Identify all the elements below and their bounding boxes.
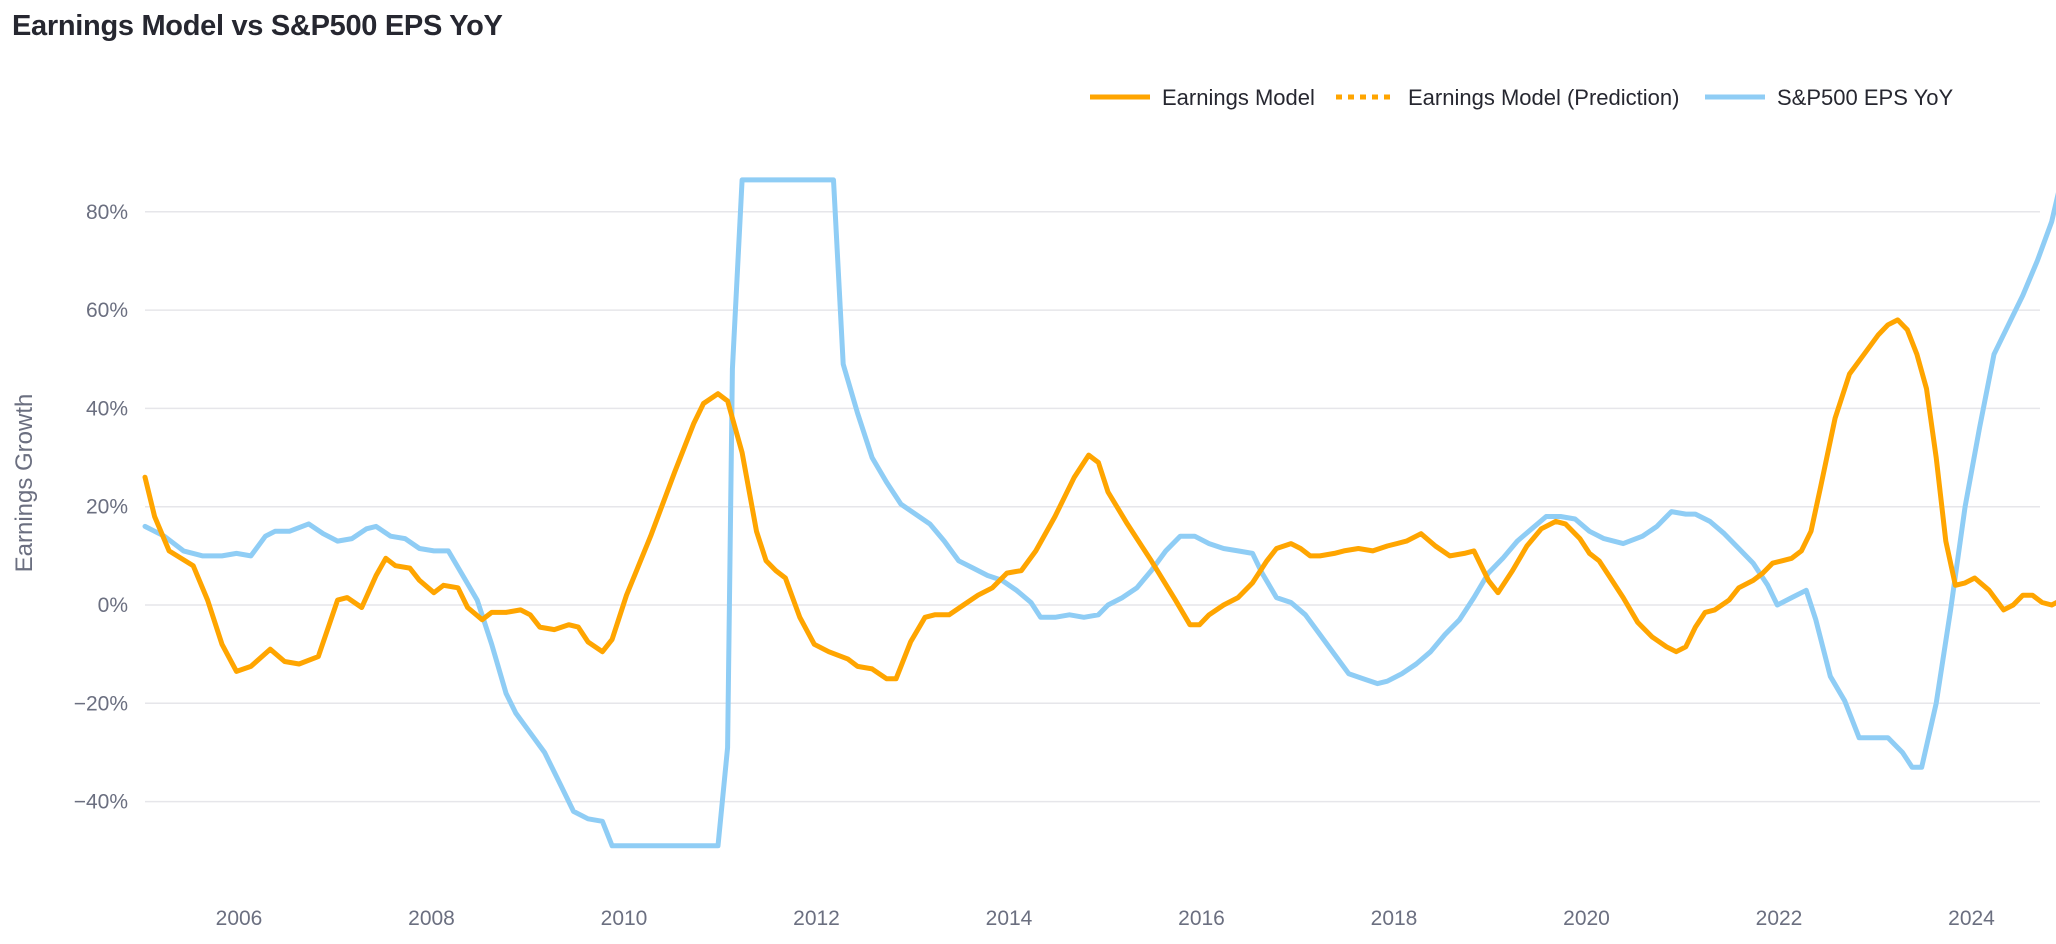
legend-label: S&P500 EPS YoY xyxy=(1777,85,1953,110)
y-axis-ticks: −40% −20% 0% 20% 40% 60% 80% xyxy=(74,201,128,814)
x-tick-label: 2008 xyxy=(408,907,455,930)
series-line-earnings-model xyxy=(142,317,2056,682)
y-axis-label: Earnings Growth xyxy=(11,394,38,573)
y-tick-label: −40% xyxy=(74,791,128,814)
legend-label: Earnings Model xyxy=(1162,85,1315,110)
y-tick-label: 0% xyxy=(98,594,128,617)
x-tick-label: 2018 xyxy=(1371,907,1418,930)
legend-item[interactable]: S&P500 EPS YoY xyxy=(1705,85,1953,110)
x-tick-label: 2010 xyxy=(601,907,648,930)
legend[interactable]: Earnings Model Earnings Model (Prediction… xyxy=(1090,85,1953,110)
y-tick-label: 20% xyxy=(86,496,128,519)
series-layer xyxy=(142,177,2056,849)
series-line-sp500-eps-yoy xyxy=(142,177,2056,849)
legend-label: Earnings Model (Prediction) xyxy=(1408,85,1679,110)
chart-title: Earnings Model vs S&P500 EPS YoY xyxy=(12,10,503,42)
grid-lines xyxy=(145,211,2040,803)
x-tick-label: 2006 xyxy=(216,907,263,930)
x-tick-label: 2012 xyxy=(793,907,840,930)
y-tick-label: 40% xyxy=(86,397,128,420)
y-tick-label: −20% xyxy=(74,692,128,715)
x-tick-label: 2016 xyxy=(1178,907,1225,930)
y-tick-label: 80% xyxy=(86,201,128,224)
x-tick-label: 2014 xyxy=(986,907,1033,930)
x-tick-label: 2024 xyxy=(1948,907,1995,930)
x-axis-ticks: 2006 2008 2010 2012 2014 2016 2018 2020 2022 2024 xyxy=(216,907,1996,930)
x-tick-label: 2022 xyxy=(1756,907,1803,930)
x-tick-label: 2020 xyxy=(1563,907,1610,930)
legend-item[interactable]: Earnings Model (Prediction) xyxy=(1336,85,1679,110)
legend-item[interactable]: Earnings Model xyxy=(1090,85,1315,110)
y-tick-label: 60% xyxy=(86,299,128,322)
